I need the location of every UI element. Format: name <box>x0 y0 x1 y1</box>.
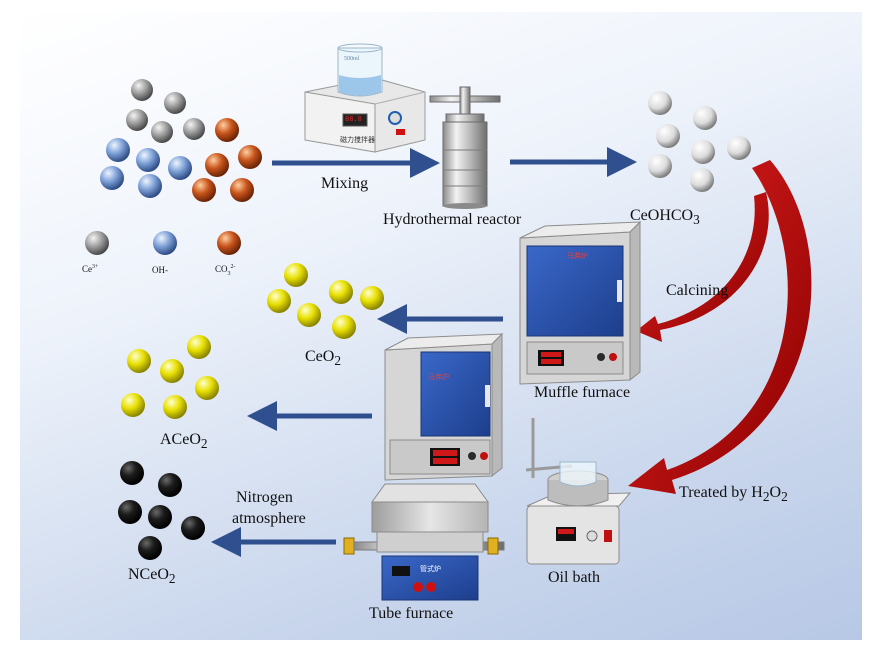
treated-by-h2o2-label: Treated by H2O2 <box>679 484 788 505</box>
nceo2-subscript: 2 <box>168 571 176 587</box>
co3-ion <box>215 118 239 142</box>
stirrer-name-text: 磁力搅拌器 <box>340 136 375 144</box>
ce-ion <box>164 92 186 114</box>
legend-ce-label: Ce3+ <box>82 264 98 274</box>
ceohco3-particle <box>648 154 672 178</box>
aceo2-particle <box>160 359 184 383</box>
legend-co3-superscript: 2- <box>230 264 236 270</box>
muffle-furnace <box>519 220 642 385</box>
ce-ion <box>126 109 148 131</box>
co3-ion <box>192 178 216 202</box>
legend-ce-text: Ce <box>82 264 92 274</box>
muffle2-plate-text: 马弗炉 <box>428 373 449 381</box>
tube-plate-text: 管式炉 <box>420 565 441 573</box>
ceohco3-subscript: 3 <box>693 212 700 228</box>
atmosphere-label: atmosphere <box>232 510 306 527</box>
co3-ion <box>205 153 229 177</box>
tube-furnace-label: Tube furnace <box>369 605 454 622</box>
ce-ion <box>183 118 205 140</box>
aceo2-particle <box>163 395 187 419</box>
nceo2-particle <box>158 473 182 497</box>
ceohco3-particles <box>648 91 751 192</box>
ceo2-particle <box>284 263 308 287</box>
ceohco3-particle <box>693 106 717 130</box>
nceo2-label: NCeO2 <box>128 566 176 587</box>
treated-sub-o: 2 <box>781 489 788 505</box>
muffle-furnace-label: Muffle furnace <box>534 384 631 401</box>
legend-oh-label: OH- <box>152 265 168 275</box>
aceo2-particle <box>195 376 219 400</box>
nceo2-particle <box>181 516 205 540</box>
ceo2-particles <box>267 263 384 339</box>
ceo2-particle <box>329 280 353 304</box>
ion-cluster <box>100 79 262 202</box>
legend-co3-subscript: 3 <box>227 270 231 277</box>
flow-arrows <box>211 147 637 557</box>
ce-ion <box>131 79 153 101</box>
ceo2-text: CeO <box>305 348 335 365</box>
ceo2-subscript: 2 <box>334 353 341 369</box>
treated-text-o: O <box>769 484 782 501</box>
aceo2-particles <box>121 335 219 419</box>
oh-ion <box>138 174 162 198</box>
aceo2-subscript: 2 <box>200 436 208 452</box>
nceo2-text: NCeO <box>128 566 169 583</box>
ceo2-particle <box>297 303 321 327</box>
hydrothermal-reactor <box>429 86 501 209</box>
legend-oh-ball <box>153 231 177 255</box>
legend-ce-superscript: 3+ <box>92 264 99 270</box>
oil-bath <box>525 418 632 565</box>
ceo2-particle <box>267 289 291 313</box>
co3-ion <box>230 178 254 202</box>
oil-bath-label: Oil bath <box>548 569 600 586</box>
ceohco3-particle <box>727 136 751 160</box>
ceo2-particle <box>360 286 384 310</box>
muffle-furnace-2 <box>384 332 504 481</box>
ceohco3-text: CeOHCO <box>630 207 694 224</box>
nceo2-particle <box>120 461 144 485</box>
treated-sub-h: 2 <box>762 489 770 505</box>
nitrogen-label: Nitrogen <box>236 489 293 506</box>
ceohco3-particle <box>691 140 715 164</box>
ceo2-label: CeO2 <box>305 348 341 369</box>
nceo2-particle <box>118 500 142 524</box>
legend-co3-label: CO32- <box>215 264 236 277</box>
ceohco3-particle <box>648 91 672 115</box>
magnetic-stirrer <box>304 43 426 153</box>
aceo2-particle <box>187 335 211 359</box>
oh-ion <box>168 156 192 180</box>
ce-ion <box>151 121 173 143</box>
aceo2-particle <box>121 393 145 417</box>
red-curve-arrows <box>628 160 812 494</box>
oh-ion <box>136 148 160 172</box>
nceo2-particle <box>138 536 162 560</box>
oh-ion <box>100 166 124 190</box>
ceohco3-label: CeOHCO3 <box>630 207 700 228</box>
treated-text: Treated by H <box>679 484 763 501</box>
legend-co3-text: CO <box>215 264 228 274</box>
oh-ion <box>106 138 130 162</box>
ceohco3-particle <box>656 124 680 148</box>
legend-ce-ball <box>85 231 109 255</box>
ceo2-particle <box>332 315 356 339</box>
co3-ion <box>238 145 262 169</box>
stirrer-display-text: 88.8 <box>345 115 362 123</box>
mixing-label: Mixing <box>321 175 369 192</box>
ceohco3-particle <box>690 168 714 192</box>
nceo2-particle <box>148 505 172 529</box>
aceo2-particle <box>127 349 151 373</box>
aceo2-label: ACeO2 <box>160 431 208 452</box>
aceo2-text: ACeO <box>160 431 201 448</box>
calcining-label: Calcining <box>666 282 729 299</box>
tube-furnace <box>343 483 505 601</box>
muffle-plate-text: 马弗炉 <box>567 252 588 260</box>
beaker-scale-text: 500ml <box>344 56 360 62</box>
nceo2-particles <box>118 461 205 560</box>
legend-co3-ball <box>217 231 241 255</box>
hydrothermal-reactor-label: Hydrothermal reactor <box>383 211 522 228</box>
